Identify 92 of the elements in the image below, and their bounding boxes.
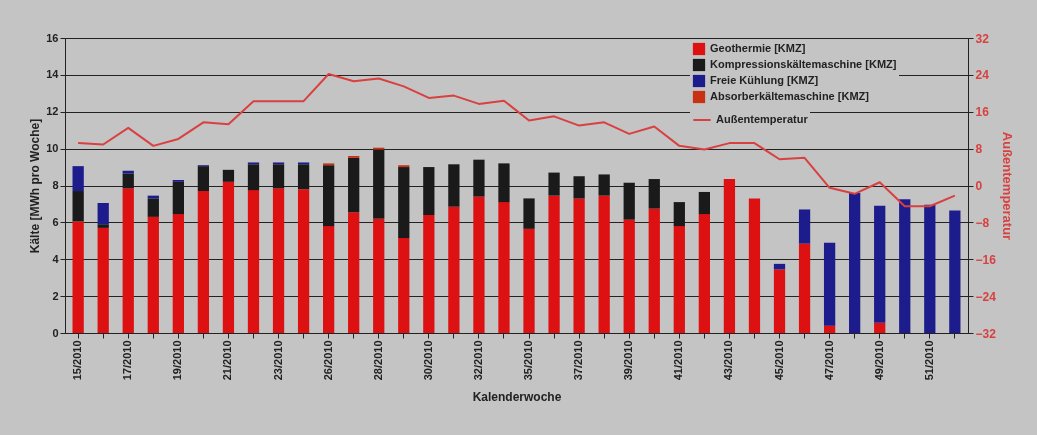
x-tick-label: 30/2010: [421, 340, 434, 381]
x-tick-label: 37/2010: [572, 340, 585, 381]
x-tick-label: 19/2010: [171, 340, 184, 381]
bar: [823, 242, 836, 326]
y-tick-label: 12: [46, 105, 59, 118]
y-tick-label: 4: [52, 252, 60, 265]
y2-tick-label: −8: [975, 215, 990, 230]
y-tick-label: 10: [46, 142, 59, 155]
bar: [97, 224, 109, 228]
bar: [698, 214, 710, 333]
bar: [398, 238, 410, 333]
bar: [122, 170, 134, 174]
x-axis-title: Kalenderwoche: [472, 390, 562, 405]
bar: [698, 191, 710, 215]
bar: [523, 228, 535, 333]
bar: [899, 199, 911, 333]
x-tick-label: 32/2010: [471, 340, 484, 381]
bar: [147, 198, 159, 217]
bar: [72, 166, 84, 192]
bar: [849, 192, 861, 333]
legend-label: Außentemperatur: [716, 113, 809, 125]
y2-tick-label: 32: [975, 31, 990, 46]
y2-tick-label: −24: [975, 289, 997, 304]
x-tick-label: 21/2010: [221, 340, 234, 381]
y2-tick-label: 0: [975, 179, 983, 193]
y-tick-label: 14: [46, 68, 60, 81]
bar: [548, 195, 560, 333]
bar: [874, 322, 886, 333]
legend-label: Freie Kühlung [KMZ]: [710, 74, 819, 86]
bar: [648, 208, 660, 333]
x-tick-label: 45/2010: [772, 340, 785, 381]
bar: [673, 226, 685, 333]
bar: [423, 215, 435, 333]
bar: [147, 216, 159, 333]
bar: [924, 204, 936, 333]
bar: [97, 203, 109, 225]
x-tick-label: 35/2010: [522, 340, 535, 381]
bar: [823, 325, 836, 333]
bar: [498, 202, 510, 333]
bar: [323, 226, 335, 333]
y-tick-label: 8: [52, 179, 59, 191]
bar: [247, 190, 260, 333]
bar: [297, 189, 310, 333]
y-axis-title: Kälte [MWh pro Woche]: [28, 118, 43, 254]
y2-tick-label: 16: [975, 105, 990, 120]
x-tick-label: 15/2010: [71, 340, 84, 381]
bar: [748, 198, 761, 333]
bar: [122, 188, 134, 333]
bar: [448, 206, 460, 333]
bar: [949, 210, 961, 333]
x-tick-label: 43/2010: [722, 340, 735, 381]
bar: [348, 212, 360, 333]
bar: [773, 269, 786, 333]
y2-tick-label: −32: [975, 326, 997, 341]
legend-label: Kompressionskältemaschine [KMZ]: [710, 58, 897, 70]
y-tick-label: 2: [52, 289, 59, 302]
y2-tick-label: −16: [975, 252, 997, 267]
x-tick-label: 28/2010: [371, 340, 384, 381]
x-tick-label: 39/2010: [622, 340, 635, 381]
legend-label: Absorberkältemaschine [KMZ]: [710, 90, 870, 102]
bar: [623, 219, 635, 333]
line-series: [77, 72, 956, 208]
y2-tick-label: 8: [975, 142, 983, 157]
x-tick-label: 47/2010: [822, 340, 835, 381]
bar: [598, 195, 610, 333]
bar: [72, 221, 84, 333]
bar: [172, 214, 184, 333]
x-tick-label: 49/2010: [872, 340, 885, 381]
bar: [197, 191, 210, 333]
bar: [72, 191, 84, 222]
y2-axis-title: Außentemperatur: [999, 131, 1015, 241]
bar: [573, 198, 585, 333]
x-tick-label: 17/2010: [121, 340, 134, 381]
bar: [723, 179, 736, 333]
bar: [97, 227, 109, 333]
x-tick-label: 41/2010: [672, 340, 685, 381]
bar: [473, 196, 485, 333]
y-tick-label: 6: [52, 215, 59, 228]
y2-tick-label: 24: [975, 68, 990, 83]
x-tick-label: 51/2010: [922, 340, 935, 381]
y-tick-label: 16: [46, 31, 59, 44]
bar: [222, 181, 235, 333]
bar: [798, 209, 811, 244]
bar: [272, 188, 285, 333]
bar: [222, 169, 235, 182]
y-tick-label: 0: [52, 326, 59, 339]
bar: [373, 218, 385, 333]
bar: [874, 205, 886, 323]
legend-label: Geothermie [KMZ]: [710, 42, 806, 54]
x-tick-label: 26/2010: [321, 340, 334, 381]
x-tick-label: 23/2010: [271, 340, 284, 381]
bar: [798, 243, 811, 333]
